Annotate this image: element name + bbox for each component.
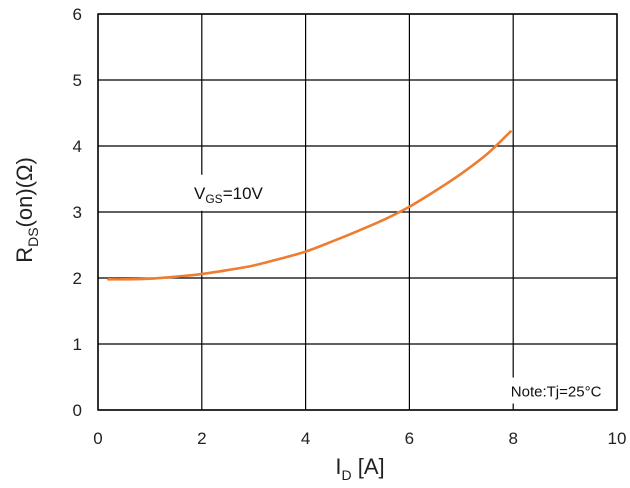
x-tick-label: 0: [93, 429, 102, 448]
x-tick-label: 8: [508, 429, 517, 448]
x-axis-title-main: I: [335, 454, 341, 479]
y-tick-label: 5: [73, 71, 82, 90]
vgs-annotation-subscript: GS: [205, 192, 222, 206]
note-annotation: Note:Tj=25°C: [511, 384, 602, 401]
vgs-annotation-main: V: [194, 184, 206, 203]
y-axis-title-unit: (on)(Ω): [12, 157, 37, 227]
x-tick-labels: 0 2 4 6 8 10: [93, 429, 626, 448]
x-axis-title: ID [A]: [335, 454, 384, 483]
y-tick-label: 1: [73, 335, 82, 354]
y-axis-title-subscript: DS: [25, 227, 41, 246]
grid: [97, 13, 618, 411]
vgs-annotation-background: [180, 174, 299, 211]
x-tick-label: 2: [197, 429, 206, 448]
curve-layer: [107, 130, 512, 281]
y-axis-title-main: R: [12, 247, 37, 263]
vgs-annotation-rest: =10V: [223, 184, 264, 203]
y-axis-title: RDS(on)(Ω): [12, 157, 41, 263]
x-axis-title-subscript: D: [341, 467, 351, 483]
series-line-0: [107, 130, 512, 281]
y-tick-label: 6: [73, 5, 82, 24]
plot-border: [97, 13, 618, 411]
plot-frame: [97, 13, 618, 411]
y-tick-label: 4: [73, 137, 82, 156]
x-axis-title-unit: [A]: [352, 454, 385, 479]
y-tick-label: 2: [73, 269, 82, 288]
note-annotation-background: [471, 377, 608, 404]
y-tick-label: 0: [73, 401, 82, 420]
y-tick-label: 3: [73, 203, 82, 222]
x-tick-label: 6: [405, 429, 414, 448]
x-tick-label: 10: [608, 429, 627, 448]
x-tick-label: 4: [301, 429, 310, 448]
vgs-annotation: VGS=10V: [194, 184, 264, 206]
y-tick-labels: 0 1 2 3 4 5 6: [73, 5, 82, 420]
